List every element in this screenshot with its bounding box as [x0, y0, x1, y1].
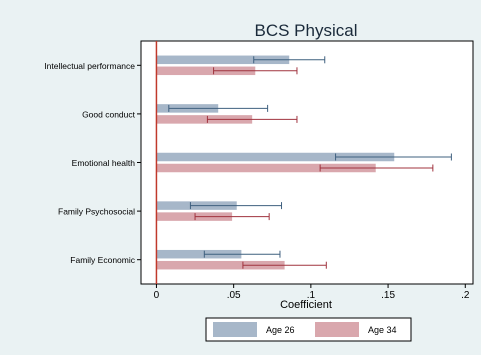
x-tick-label-2: .1: [307, 290, 316, 301]
chart-title: BCS Physical: [255, 21, 358, 40]
bar-age-26-2: [156, 152, 395, 162]
x-axis-label: Coefficient: [280, 299, 332, 311]
y-axis: Intellectual performance Good conduct Emot…: [44, 61, 141, 265]
legend-box: [205, 317, 412, 342]
legend-swatch-age-26: [213, 322, 257, 337]
legend-swatch-age-34: [315, 322, 359, 337]
plot-area: [140, 40, 474, 285]
y-tick-label-1: Good conduct: [82, 109, 136, 119]
bar-age-34-3: [156, 212, 233, 221]
legend-label-age-26: Age 26: [266, 325, 295, 335]
x-tick-label-0: 0: [154, 290, 160, 301]
bar-age-26-4: [156, 249, 242, 259]
bar-age-34-0: [156, 66, 256, 76]
x-tick-label-3: .15: [381, 290, 395, 301]
bar-age-34-4: [156, 260, 285, 270]
y-tick-label-4: Family Economic: [70, 255, 135, 265]
legend: Age 26 Age 34: [205, 317, 412, 342]
bar-age-34-2: [156, 163, 376, 173]
bar-age-26-0: [156, 55, 290, 65]
y-tick-label-2: Emotional health: [72, 158, 136, 168]
error-bars-layer: [155, 41, 452, 284]
bar-age-34-1: [156, 115, 253, 124]
y-tick-label-3: Family Psychosocial: [58, 207, 135, 217]
x-tick-label-1: .05: [227, 290, 241, 301]
y-tick-label-0: Intellectual performance: [44, 61, 135, 71]
legend-label-age-34: Age 34: [368, 325, 397, 335]
x-tick-label-4: .2: [461, 290, 470, 301]
x-axis: 0 .05 .1 .15 .2: [154, 284, 470, 301]
